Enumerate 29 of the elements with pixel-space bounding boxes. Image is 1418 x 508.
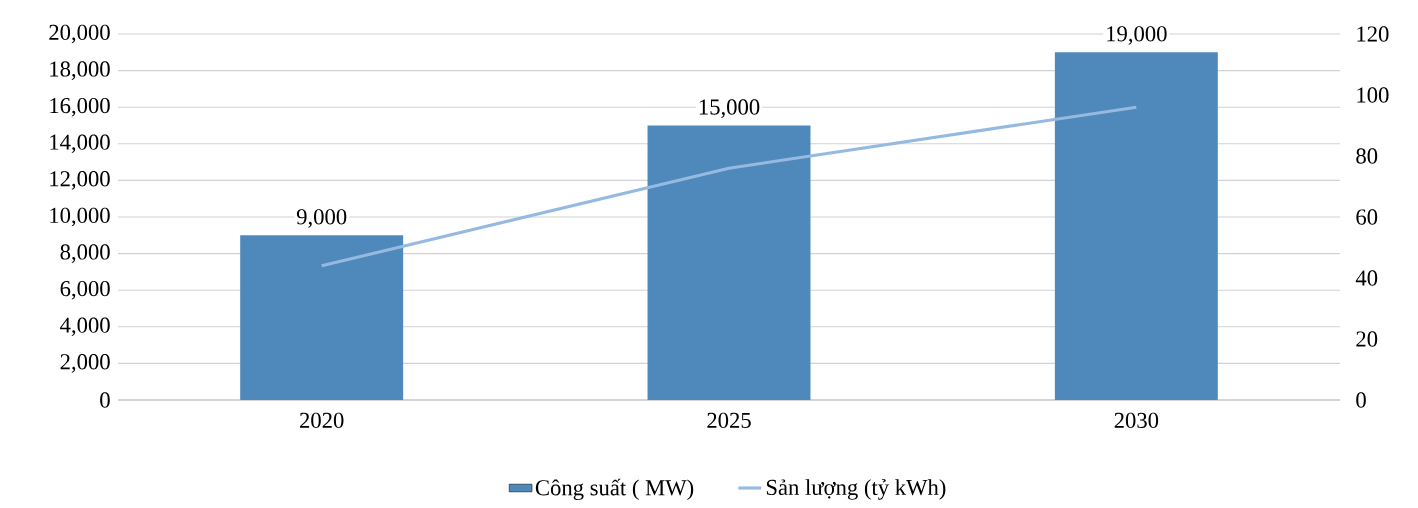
y-tick-label: 14,000: [50, 134, 110, 154]
y-tick-label: 10,000: [50, 207, 110, 227]
legend-label: Sản lượng (tỷ kWh): [766, 479, 946, 500]
y-tick-label: 2,000: [60, 354, 110, 373]
y-tick-label: 8,000: [60, 244, 110, 263]
data-label: 9,000: [296, 209, 347, 228]
y-tick-label: 4,000: [60, 317, 110, 337]
y-tick-label: 20,000: [49, 24, 110, 44]
y-tick-label: 0: [100, 392, 110, 408]
x-tick-label: 2020: [300, 412, 344, 429]
y2-tick-label: 20: [1356, 331, 1378, 347]
legend-label: Công suất ( MW): [535, 478, 694, 501]
y2-tick-label: 40: [1355, 270, 1378, 286]
bar: [240, 235, 404, 400]
x-tick-label: 2030: [1114, 412, 1159, 429]
data-label: 19,000: [1107, 26, 1167, 45]
data-label: 15,000: [699, 99, 760, 118]
y2-tick-label: 120: [1357, 26, 1389, 42]
y-tick-label: 18,000: [50, 61, 110, 80]
x-tick-label: 2025: [707, 412, 751, 429]
y2-tick-label: 60: [1356, 209, 1378, 225]
y2-tick-label: 100: [1357, 87, 1389, 103]
y-tick-label: 12,000: [50, 171, 110, 190]
y-tick-label: 16,000: [50, 97, 110, 117]
y2-tick-label: 0: [1356, 392, 1366, 408]
bar: [647, 125, 811, 400]
y2-tick-label: 80: [1356, 148, 1378, 164]
y-tick-label: 6,000: [60, 280, 110, 300]
bar: [1054, 52, 1218, 400]
